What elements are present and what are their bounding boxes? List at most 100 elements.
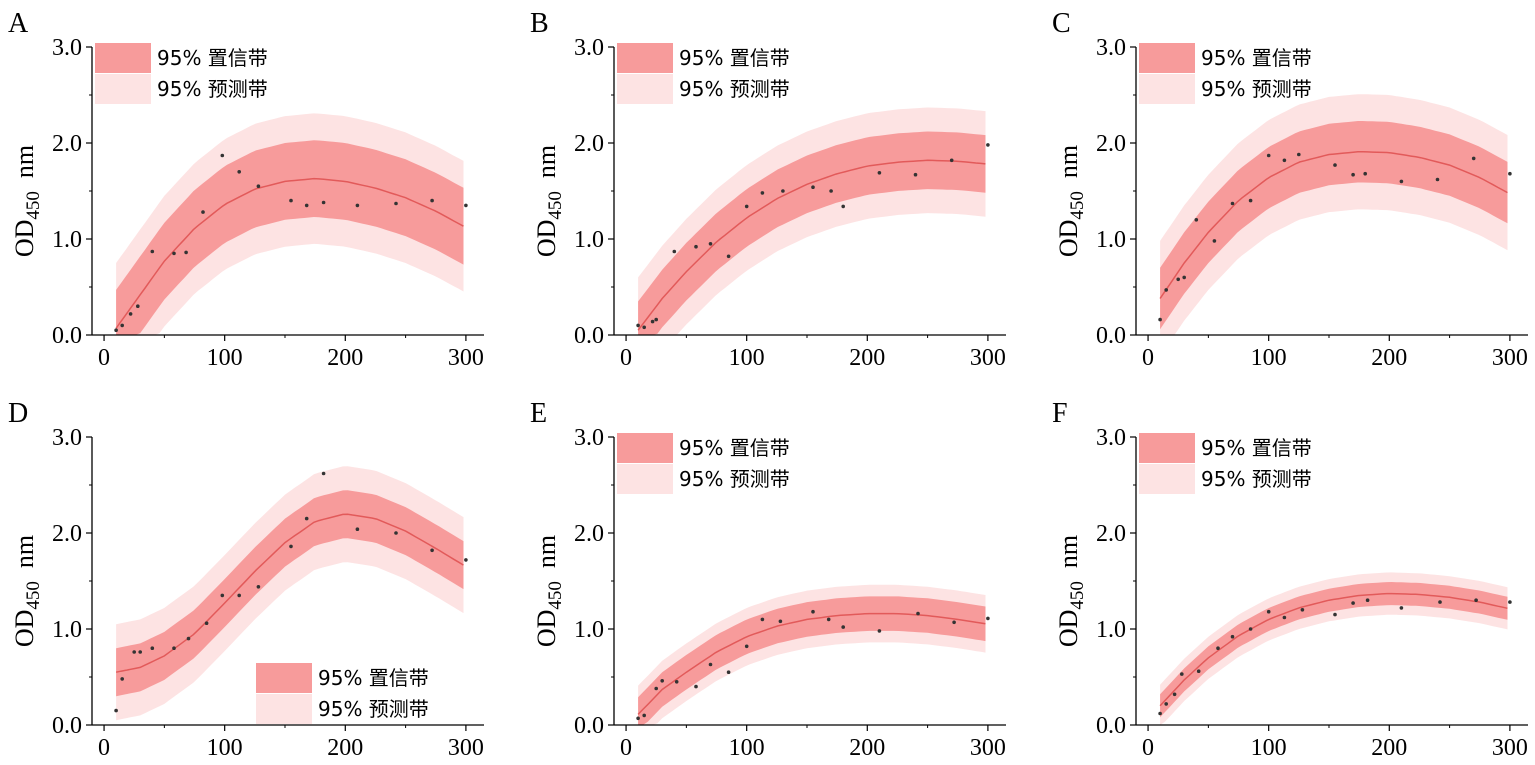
legend-label-prediction-b: 95% 预测带 (679, 77, 790, 101)
data-point-c-10 (1297, 152, 1301, 157)
data-point-e-14 (877, 629, 882, 633)
fit-line-f (1159, 592, 1508, 707)
legend-label-prediction-e: 95% 预测带 (679, 467, 790, 491)
y-axis-label-c: OD450 nm (1054, 145, 1088, 257)
x-tick-label-f-3: 300 (1492, 735, 1528, 761)
data-point-b-12 (829, 189, 833, 193)
y-axis-label-d: OD450 nm (10, 535, 44, 647)
y-tick-label-d-3: 3.0 (52, 425, 82, 451)
data-point-a-13 (321, 200, 326, 205)
x-tick-label-e-0: 0 (620, 735, 632, 761)
y-tick-label-d-0: 0.0 (52, 713, 82, 739)
data-point-f-12 (1351, 601, 1355, 605)
legend-label-confidence-b: 95% 置信带 (679, 46, 790, 70)
x-tick-label-b-3: 300 (970, 345, 1006, 371)
data-point-c-5 (1212, 239, 1217, 243)
data-point-c-17 (1508, 171, 1512, 176)
legend-label-confidence-c: 95% 置信带 (1201, 46, 1312, 70)
legend-swatch-prediction-c (1139, 74, 1195, 104)
data-point-c-16 (1471, 156, 1476, 161)
fit-line-c (1159, 151, 1508, 299)
data-point-f-2 (1172, 692, 1177, 697)
data-point-c-13 (1363, 171, 1367, 176)
legend-label-confidence-e: 95% 置信带 (679, 436, 790, 460)
data-point-d-3 (138, 650, 142, 654)
legend-swatch-confidence-e (617, 433, 673, 463)
x-tick-label-e-3: 300 (970, 735, 1006, 761)
confidence-band-e (638, 596, 986, 725)
x-tick-label-f-0: 0 (1142, 735, 1154, 761)
legend-swatch-prediction-f (1139, 464, 1195, 494)
data-point-e-5 (694, 684, 698, 689)
data-point-c-2 (1176, 277, 1180, 282)
y-tick-label-a-1: 1.0 (52, 227, 82, 253)
x-tick-label-c-0: 0 (1142, 345, 1154, 371)
data-point-c-6 (1230, 201, 1235, 206)
data-point-d-16 (430, 548, 434, 553)
legend-label-prediction-a: 95% 预测带 (157, 77, 268, 101)
data-point-a-4 (150, 249, 155, 254)
legend-swatch-confidence-a (95, 43, 151, 73)
legend-label-prediction-f: 95% 预测带 (1201, 467, 1312, 491)
fit-line-e (637, 612, 986, 715)
legend-swatch-prediction-a (95, 74, 151, 104)
confidence-band-d (116, 490, 464, 697)
data-point-c-12 (1351, 172, 1355, 177)
y-tick-label-e-1: 1.0 (574, 617, 604, 643)
data-point-c-15 (1435, 177, 1440, 182)
data-point-b-4 (672, 249, 677, 254)
data-point-e-12 (826, 617, 831, 622)
y-tick-label-c-1: 1.0 (1096, 227, 1126, 253)
data-point-e-10 (778, 619, 783, 624)
legend-swatch-confidence-f (1139, 433, 1195, 463)
data-point-f-1 (1164, 702, 1168, 706)
y-tick-label-d-1: 1.0 (52, 617, 82, 643)
x-tick-label-c-1: 100 (1251, 345, 1287, 371)
data-point-e-9 (760, 617, 765, 622)
legend-label-prediction-d: 95% 预测带 (318, 697, 429, 721)
x-tick-label-b-2: 200 (849, 345, 885, 371)
data-point-b-3 (654, 317, 658, 322)
legend-c: 95% 置信带 95% 预测带 (1139, 43, 1312, 104)
data-point-e-7 (726, 670, 731, 674)
data-point-f-14 (1399, 606, 1404, 610)
data-point-e-8 (744, 644, 749, 649)
y-tick-label-f-3: 3.0 (1096, 425, 1126, 451)
panel-letter-d: D (8, 398, 28, 429)
data-point-a-1 (120, 323, 124, 328)
data-point-c-7 (1248, 198, 1253, 203)
legend-label-confidence-d: 95% 置信带 (318, 666, 429, 690)
y-tick-label-f-1: 1.0 (1096, 617, 1126, 643)
legend-b: 95% 置信带 95% 预测带 (617, 43, 790, 104)
fit-line-a (115, 177, 464, 329)
y-tick-label-f-0: 0.0 (1096, 713, 1126, 739)
data-point-b-11 (811, 185, 815, 189)
data-point-f-15 (1438, 600, 1442, 604)
data-point-e-15 (916, 611, 920, 616)
data-point-a-7 (201, 210, 205, 214)
panel-letter-a: A (8, 8, 29, 39)
data-point-e-2 (654, 686, 658, 691)
x-tick-label-d-1: 100 (207, 735, 243, 761)
x-tick-label-c-2: 200 (1371, 345, 1407, 371)
panel-letter-c: C (1052, 8, 1071, 39)
y-tick-label-d-2: 2.0 (52, 521, 82, 547)
legend-swatch-prediction-e (617, 464, 673, 494)
legend-e: 95% 置信带 95% 预测带 (617, 433, 790, 494)
data-point-f-10 (1300, 608, 1305, 612)
data-point-b-16 (949, 158, 954, 163)
y-tick-label-e-3: 3.0 (574, 425, 604, 451)
y-tick-label-b-3: 3.0 (574, 35, 604, 61)
data-point-c-4 (1194, 218, 1199, 222)
data-point-a-8 (220, 153, 225, 158)
data-point-f-8 (1266, 609, 1271, 614)
y-axis-label-e: OD450 nm (532, 535, 566, 647)
legend-swatch-confidence-c (1139, 43, 1195, 73)
prediction-band-f (1160, 572, 1508, 725)
data-point-a-6 (184, 250, 188, 255)
y-tick-label-a-3: 3.0 (52, 35, 82, 61)
confidence-band-b (638, 131, 986, 335)
